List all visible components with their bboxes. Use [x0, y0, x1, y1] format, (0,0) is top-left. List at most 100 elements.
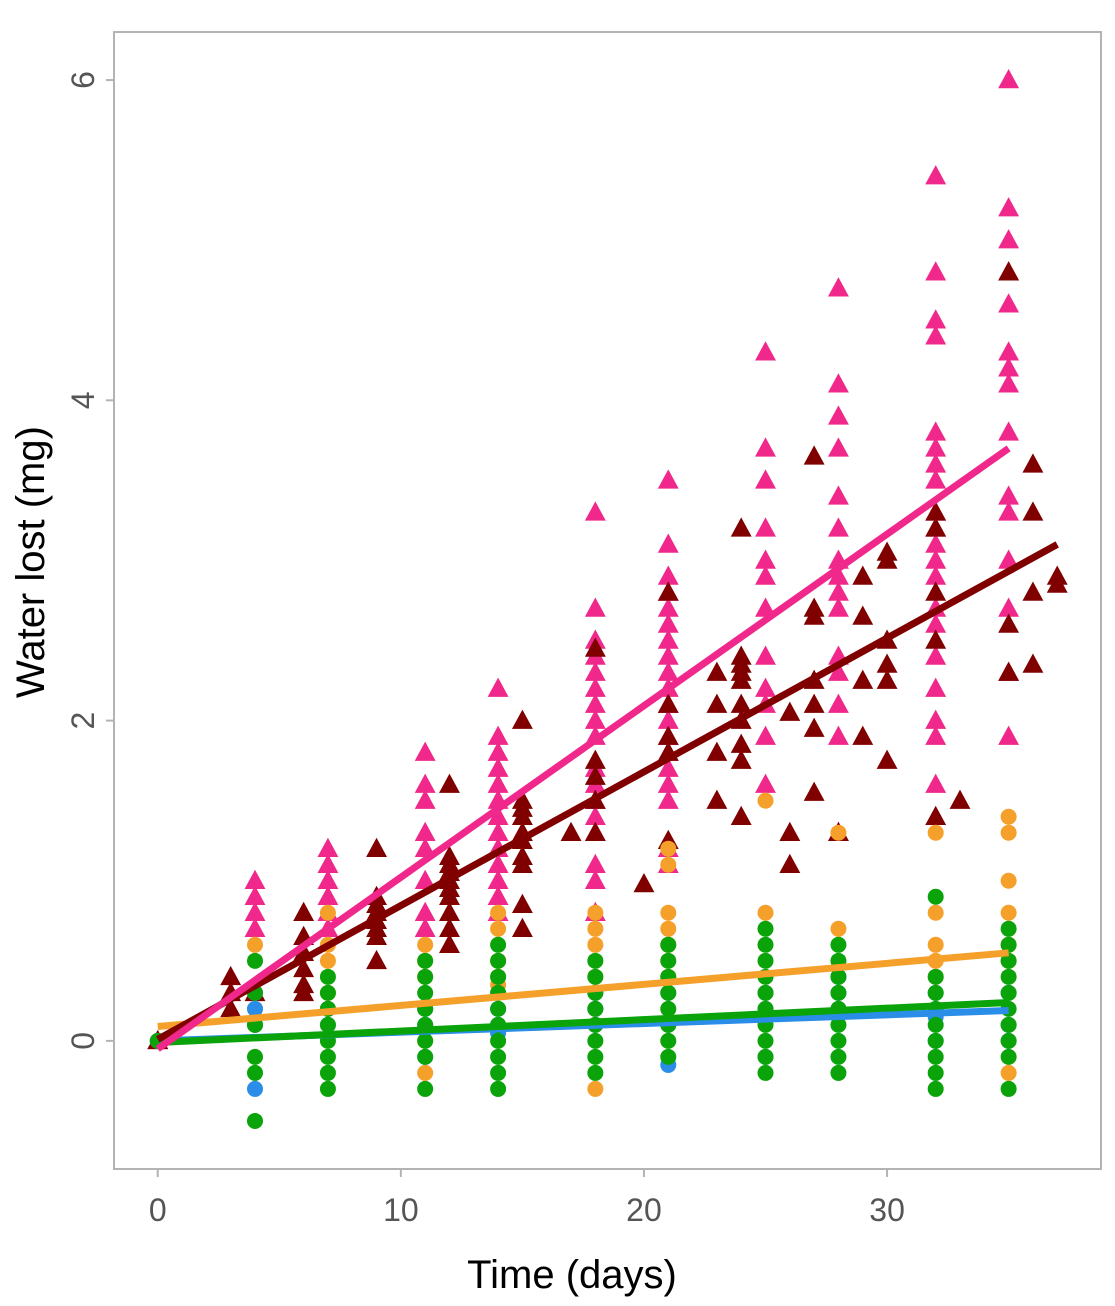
green-circle-point: [319, 968, 336, 985]
y-tick-label: 2: [65, 712, 101, 730]
pink-triangle-point: [755, 565, 776, 585]
y-tick-label: 6: [65, 71, 101, 89]
pink-triangle-point: [998, 197, 1020, 217]
pink-triangle-point: [414, 741, 436, 761]
orange-circle-point: [660, 920, 677, 937]
orange-circle-point: [927, 904, 944, 921]
orange-circle-point: [247, 936, 263, 953]
orange-circle-point: [830, 824, 847, 841]
pink-triangle-point: [584, 677, 606, 697]
pink-triangle-point: [657, 469, 679, 489]
green-circle-point: [490, 1048, 507, 1065]
pink-triangle-point: [827, 693, 849, 713]
green-circle-point: [417, 952, 434, 969]
pink-triangle-point: [925, 165, 947, 185]
green-circle-point: [319, 1064, 336, 1081]
pink-triangle-point: [827, 565, 849, 585]
pink-triangle-point: [827, 373, 849, 393]
pink-triangle-point: [657, 613, 679, 633]
green-circle-point: [587, 968, 604, 985]
green-circle-point: [927, 1048, 944, 1065]
pink-triangle-point: [755, 469, 776, 489]
pink-triangle-point: [244, 869, 266, 889]
pink-triangle-point: [925, 645, 947, 665]
darkred-triangle-point: [511, 917, 533, 938]
green-circle-point: [757, 1032, 774, 1049]
darkred-triangle-point: [730, 733, 752, 753]
orange-circle-point: [1000, 808, 1017, 825]
orange-circle-point: [660, 904, 677, 921]
darkred-triangle-point: [779, 701, 801, 721]
orange-circle-point: [417, 936, 434, 953]
darkred-triangle-point: [852, 669, 874, 689]
darkred-triangle-point: [584, 821, 606, 841]
green-circle-point: [660, 984, 677, 1001]
pink-triangle-point: [755, 773, 776, 793]
pink-triangle-point: [584, 709, 606, 729]
pink-triangle-point: [998, 421, 1020, 441]
pink-triangle-point: [487, 885, 509, 906]
green-fit-line: [157, 998, 1009, 1046]
green-circle-point: [830, 1064, 847, 1081]
green-circle-point: [927, 1032, 944, 1049]
darkred-triangle-point: [439, 917, 460, 938]
pink-triangle-point: [657, 645, 679, 665]
pink-triangle-point: [755, 725, 776, 745]
darkred-triangle-point: [925, 517, 947, 537]
orange-circle-point: [757, 792, 774, 809]
darkred-triangle-point: [706, 741, 728, 761]
pink-triangle-point: [657, 757, 679, 777]
orange-circle-point: [660, 840, 677, 857]
darkred-triangle-point: [876, 669, 898, 689]
pink-triangle-point: [755, 549, 776, 569]
pink-triangle-point: [657, 533, 679, 553]
darkred-triangle-point: [1022, 653, 1044, 673]
pink-triangle-point: [755, 597, 776, 617]
pink-triangle-point: [414, 869, 436, 889]
green-circle-point: [587, 952, 604, 969]
orange-circle-point: [1000, 872, 1017, 889]
pink-triangle-point: [998, 229, 1020, 249]
pink-triangle-point: [925, 437, 947, 457]
orange-circle-point: [1000, 1064, 1017, 1081]
pink-triangle-point: [414, 789, 436, 809]
fit-lines: [155, 445, 1059, 1052]
green-circle-point: [927, 984, 944, 1001]
darkred-triangle-point: [706, 661, 728, 681]
pink-triangle-point: [487, 821, 509, 841]
green-circle-point: [660, 952, 677, 969]
darkred-triangle-point: [293, 957, 315, 978]
green-circle-point: [319, 1048, 336, 1065]
green-circle-point: [830, 984, 847, 1001]
pink-triangle-point: [998, 373, 1020, 393]
darkred-triangle-point: [803, 781, 825, 801]
pink-triangle-point: [755, 677, 776, 697]
pink-triangle-point: [584, 661, 606, 681]
orange-circle-point: [587, 920, 604, 937]
darkred-triangle-point: [803, 693, 825, 713]
darkred-triangle-point: [657, 693, 679, 713]
orange-circle-point: [1000, 904, 1017, 921]
pink-triangle-point: [244, 917, 266, 938]
darkred-triangle-point: [439, 933, 460, 954]
green-circle-point: [587, 1032, 604, 1049]
darkred-triangle-point: [852, 565, 874, 585]
green-circle-point: [830, 1048, 847, 1065]
orange-fit-line: [157, 949, 1009, 1030]
green-circle-point: [417, 984, 434, 1001]
darkred-triangle-point: [293, 901, 315, 922]
pink-fit-line: [155, 445, 1011, 1052]
green-circle-point: [247, 1064, 263, 1081]
pink-triangle-point: [998, 69, 1020, 89]
green-circle-point: [927, 888, 944, 905]
green-circle-point: [830, 1016, 847, 1033]
y-axis: 0 2 4 6: [65, 71, 114, 1050]
green-circle-point: [1000, 920, 1017, 937]
pink-triangle-point: [244, 901, 266, 922]
green-circle-point: [490, 952, 507, 969]
green-circle-point: [247, 952, 263, 969]
pink-triangle-point: [317, 869, 339, 889]
green-circle-point: [490, 936, 507, 953]
darkred-triangle-point: [657, 725, 679, 745]
